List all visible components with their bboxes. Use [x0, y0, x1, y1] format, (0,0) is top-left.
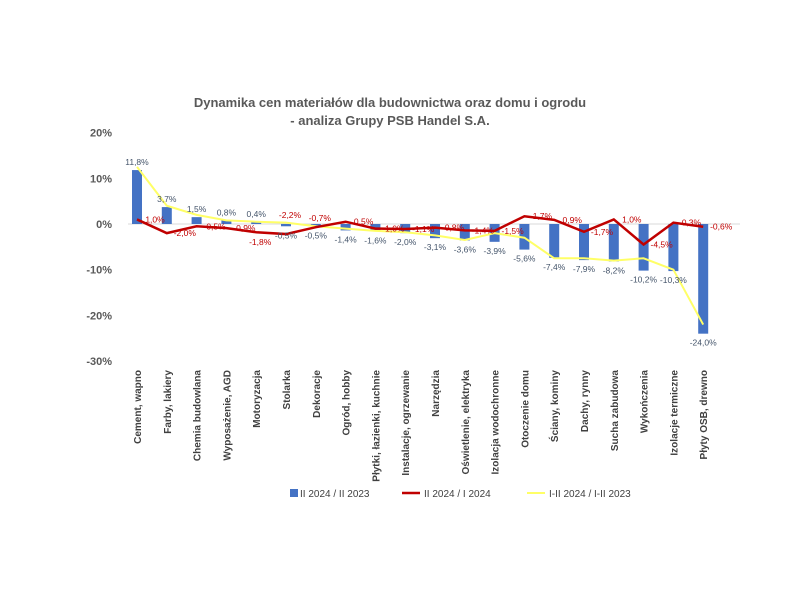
y-tick-label: -20% — [86, 310, 112, 322]
bar-data-label: -24,0% — [690, 338, 717, 348]
chart-subtitle: - analiza Grupy PSB Handel S.A. — [290, 113, 489, 128]
bar-data-label: 0,8% — [217, 207, 237, 217]
x-tick-label: Ogród, hobby — [342, 370, 353, 436]
bar-data-label: -7,4% — [543, 262, 566, 272]
bar — [579, 224, 589, 261]
bar — [430, 224, 440, 239]
bar-data-label: -0,5% — [305, 230, 328, 240]
x-tick-label: Oświetlenie, elektryka — [461, 370, 472, 475]
line-data-label: -2,0% — [174, 228, 197, 238]
line-data-label: -2,2% — [279, 210, 302, 220]
x-tick-label: Motoryzacja — [252, 370, 263, 428]
bar-data-label: -2,0% — [394, 237, 417, 247]
chart-title: Dynamika cen materiałów dla budownictwa … — [194, 95, 586, 110]
bar-data-label: -7,9% — [573, 264, 596, 274]
x-tick-label: Izolacje termiczne — [669, 370, 680, 456]
bar-data-label: 3,7% — [157, 194, 177, 204]
legend-entry: II 2024 / I 2024 — [424, 489, 491, 500]
bar-data-label: -3,9% — [483, 246, 506, 256]
bar-data-label: -5,6% — [513, 254, 536, 264]
x-tick-label: Otoczenie domu — [520, 370, 531, 448]
bar-data-label: -3,6% — [454, 244, 477, 254]
bar — [638, 224, 649, 271]
line-data-label: 0,9% — [563, 215, 583, 225]
bar-data-label: 1,5% — [187, 204, 207, 214]
x-tick-label: Dachy, rynny — [580, 370, 591, 432]
x-tick-label: Instalacje, ogrzewanie — [401, 370, 412, 476]
y-tick-label: 20% — [90, 128, 112, 140]
legend-entry: II 2024 / II 2023 — [300, 489, 370, 500]
line-data-label: 1,0% — [145, 214, 165, 224]
bar — [459, 224, 470, 241]
x-tick-label: Narzędzia — [431, 370, 442, 417]
bar — [221, 220, 232, 224]
bar — [698, 224, 709, 334]
legend-entry: I-II 2024 / I-II 2023 — [549, 489, 631, 500]
line-data-label: -0,5% — [203, 221, 226, 231]
line-series-mom — [136, 214, 704, 247]
line-data-label: -0,6% — [710, 222, 733, 232]
x-tick-label: Wykończenia — [640, 370, 651, 434]
x-tick-label: Chemia budowlana — [193, 370, 204, 462]
bar — [281, 224, 291, 227]
line-data-label: -1,1% — [412, 224, 435, 234]
bar-data-label: -8,2% — [603, 265, 626, 275]
line-data-label: -4,5% — [650, 240, 673, 250]
bar-data-label: 11,8% — [125, 157, 149, 167]
bar — [191, 217, 202, 224]
bar — [132, 170, 142, 224]
bar-data-label: -10,3% — [660, 275, 687, 285]
y-tick-label: -30% — [86, 356, 112, 368]
line-data-label: -0,7% — [309, 213, 332, 223]
y-tick-label: 0% — [96, 219, 112, 231]
line-data-label: 0,5% — [354, 217, 374, 227]
bar — [310, 224, 321, 227]
line-data-label: 1,0% — [622, 214, 642, 224]
line-data-label: -1,5% — [501, 226, 524, 236]
x-tick-label: Cement, wapno — [133, 370, 144, 444]
bar — [161, 207, 172, 224]
line-data-label: -1,8% — [249, 237, 272, 247]
line-data-label: -1,7% — [591, 227, 614, 237]
bar — [668, 224, 679, 272]
bar-data-label: 0,4% — [247, 209, 267, 219]
bar — [251, 222, 262, 224]
x-tick-label: Wyposażenie, AGD — [222, 370, 233, 461]
x-tick-label: Płyty OSB, drewno — [699, 370, 710, 459]
line-data-label: -1,4% — [472, 225, 495, 235]
y-tick-label: -10% — [86, 265, 112, 277]
line-data-label: 1,7% — [533, 211, 553, 221]
line-data-label: -1,0% — [382, 224, 405, 234]
line-data-label: -0,8% — [442, 223, 465, 233]
bar-data-label: -3,1% — [424, 242, 447, 252]
bar — [549, 224, 560, 258]
x-tick-label: Dekoracje — [312, 370, 323, 418]
x-tick-label: Stolarka — [282, 370, 293, 410]
bar-data-label: -1,4% — [334, 234, 357, 244]
line-data-label: 0,3% — [682, 218, 702, 228]
x-tick-label: Płytki, łazienki, kuchnie — [371, 370, 382, 482]
x-tick-label: Sucha zabudowa — [610, 370, 621, 452]
line-data-label: -0,9% — [233, 223, 256, 233]
bar — [608, 224, 619, 262]
y-tick-label: 10% — [90, 173, 112, 185]
x-tick-label: Farby, lakiery — [163, 370, 174, 434]
x-tick-label: Ściany, kominy — [548, 370, 561, 443]
legend-swatch-bar — [290, 489, 298, 497]
bar-data-label: -1,6% — [364, 235, 387, 245]
x-tick-label: Izolacja wodochronne — [491, 370, 502, 475]
bar — [340, 224, 351, 231]
bar-data-label: -10,2% — [630, 275, 657, 285]
line-series-ytd — [136, 166, 705, 326]
bar-data-label: -0,5% — [275, 230, 298, 240]
